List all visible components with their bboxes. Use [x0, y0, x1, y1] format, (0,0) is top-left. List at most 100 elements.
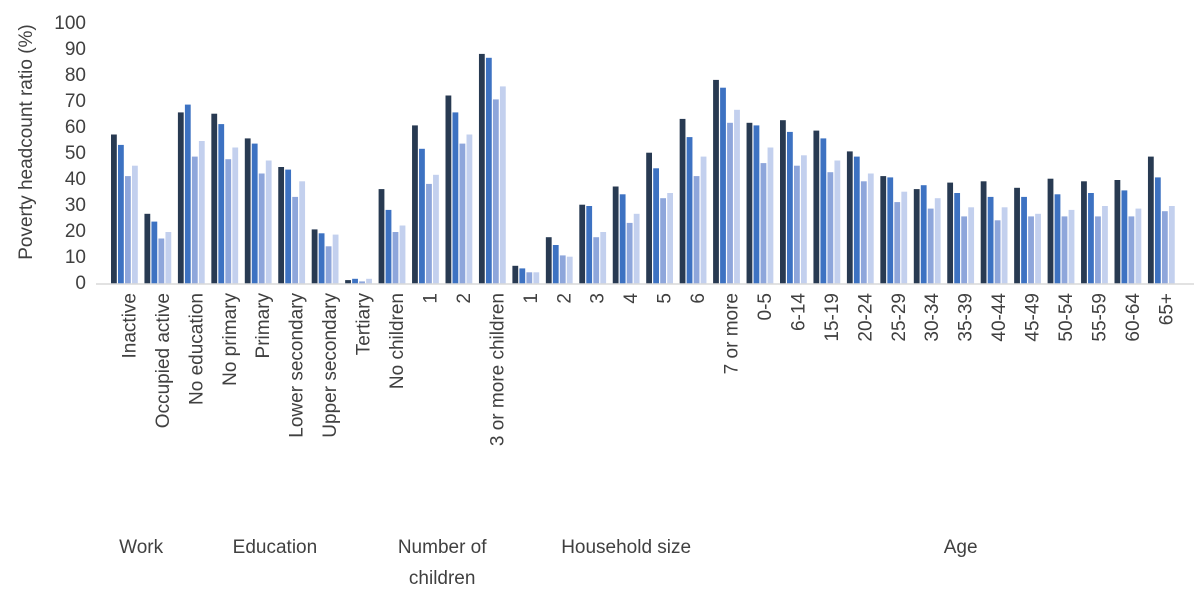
bar — [526, 272, 533, 284]
bar — [894, 202, 901, 284]
bar — [947, 182, 954, 284]
bar — [332, 234, 339, 284]
bar — [846, 151, 853, 284]
category-label: 65+ — [1156, 293, 1177, 325]
category-label: 4 — [621, 293, 642, 304]
bar — [693, 176, 700, 284]
bar — [499, 86, 506, 285]
bar — [727, 122, 733, 284]
bar — [165, 232, 172, 284]
bar — [853, 156, 860, 284]
bar — [158, 238, 165, 284]
bar — [412, 125, 418, 285]
category-labels: Inactive Occupied active No education No pr… — [119, 293, 1177, 447]
bar — [760, 163, 767, 284]
bar — [232, 147, 239, 284]
bar — [780, 120, 786, 284]
bar — [867, 173, 874, 284]
bar — [533, 272, 540, 284]
category-label: Tertiary — [354, 293, 375, 356]
category-label: 7 or more — [722, 293, 743, 374]
bar — [593, 237, 600, 284]
bar — [552, 245, 559, 284]
bar — [1014, 187, 1020, 284]
bar — [968, 207, 975, 284]
group-label: Education — [233, 537, 318, 558]
bar — [1068, 209, 1075, 284]
bar — [579, 204, 586, 284]
bar — [767, 147, 774, 284]
category-label: 1 — [521, 293, 542, 304]
bar — [686, 137, 693, 284]
bar — [318, 233, 325, 284]
bar — [151, 221, 158, 284]
bar — [586, 206, 593, 284]
bar — [184, 104, 191, 284]
bar — [278, 167, 285, 284]
bar — [452, 112, 459, 285]
bar — [359, 281, 365, 284]
bar — [1047, 178, 1054, 284]
category-label: 0-5 — [755, 293, 776, 320]
bar — [385, 209, 392, 284]
bar — [378, 189, 385, 284]
bar — [801, 155, 807, 284]
bar — [244, 138, 251, 284]
bar — [1128, 216, 1135, 284]
bar — [419, 148, 425, 284]
category-label: 2 — [554, 293, 575, 304]
bar — [987, 196, 994, 284]
bar — [352, 278, 358, 284]
bar — [1081, 181, 1087, 284]
bar — [653, 168, 659, 284]
bar — [118, 144, 124, 284]
y-tick-label: 0 — [75, 273, 86, 294]
bar — [1088, 193, 1094, 284]
category-label: 1 — [420, 293, 441, 304]
category-label: 3 — [588, 293, 609, 304]
bar — [961, 216, 968, 284]
bar — [679, 118, 686, 285]
bar — [954, 193, 961, 284]
bar — [485, 57, 492, 284]
bar — [612, 186, 619, 284]
y-tick-label: 10 — [65, 247, 86, 268]
bar — [1154, 177, 1161, 284]
bar — [827, 172, 834, 284]
bar — [813, 130, 820, 284]
category-label: 35-39 — [956, 293, 977, 342]
bar — [1135, 208, 1142, 284]
bar — [700, 156, 707, 284]
group-labels: Work Education Number of children Household … — [119, 537, 977, 589]
bar — [619, 194, 626, 284]
bar — [713, 79, 719, 285]
category-label: 45-49 — [1023, 293, 1044, 342]
bar — [345, 280, 351, 284]
bar — [325, 246, 332, 284]
bar — [927, 208, 934, 284]
bar — [860, 181, 867, 284]
y-tick-label: 30 — [65, 195, 86, 216]
category-label: Primary — [253, 293, 274, 359]
bar — [433, 174, 439, 284]
bar — [667, 193, 673, 284]
bar — [445, 95, 452, 284]
bar — [211, 113, 218, 284]
bar — [111, 134, 117, 284]
category-label: 30-34 — [922, 293, 943, 342]
category-label: 15-19 — [822, 293, 843, 342]
bar — [626, 222, 633, 284]
bar — [1168, 206, 1175, 284]
bar — [980, 181, 987, 284]
bar — [1161, 211, 1168, 284]
bar — [1028, 216, 1034, 284]
bar — [920, 185, 927, 284]
group-label: Number of children — [398, 537, 487, 589]
bar — [660, 198, 666, 284]
y-tick-label: 80 — [65, 65, 86, 86]
y-axis-title-group: Poverty headcount ratio (%) — [16, 24, 37, 260]
y-tick-label: 70 — [65, 91, 86, 112]
category-label: 25-29 — [889, 293, 910, 342]
category-label: 2 — [454, 293, 475, 304]
bar — [1054, 194, 1061, 284]
